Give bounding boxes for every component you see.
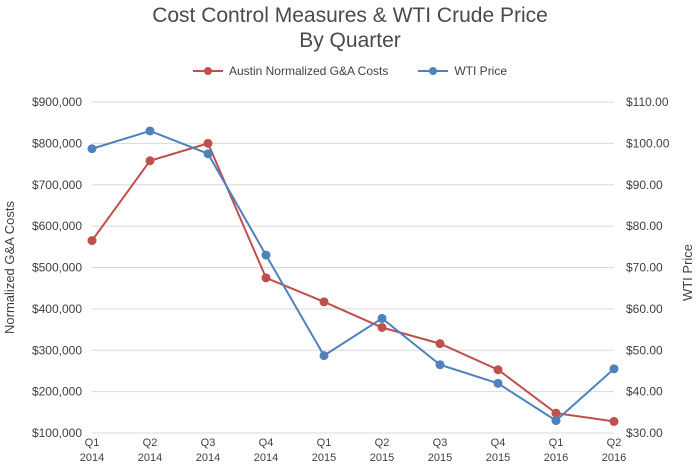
data-point-costs [493,365,503,375]
data-point-costs [261,273,271,283]
x-tick-year: 2015 [312,452,336,464]
data-point-wti [435,360,445,370]
y-tick-label: $500,000 [32,261,82,275]
data-point-wti [203,149,213,159]
data-point-costs [609,416,619,426]
x-tick-quarter: Q3 [201,437,216,449]
x-tick-year: 2014 [254,452,278,464]
y-tick-label: $900,000 [32,95,82,109]
x-tick-year: 2015 [370,452,394,464]
data-point-wti [609,364,619,374]
y-tick-label: $700,000 [32,178,82,192]
y-tick-label: $200,000 [32,385,82,399]
data-point-wti [261,250,271,260]
data-point-wti [87,144,97,154]
x-tick-year: 2014 [80,452,104,464]
data-point-wti [319,351,329,361]
x-tick-year: 2014 [138,452,162,464]
x-tick-year: 2015 [486,452,510,464]
legend-marker-costs [192,67,223,75]
y2-tick-label: $40.00 [626,385,663,399]
legend-label-wti: WTI Price [454,64,508,78]
y2-tick-label: $70.00 [626,261,663,275]
y2-axis-label: WTI Price [680,244,695,301]
chart-subtitle: By Quarter [299,29,401,52]
legend-marker-wti [418,67,449,75]
y2-tick-label: $100.00 [626,136,670,150]
y2-tick-label: $90.00 [626,178,663,192]
legend-label-costs: Austin Normalized G&A Costs [228,64,389,78]
chart-title: Cost Control Measures & WTI Crude Price [152,4,548,27]
y-tick-label: $600,000 [32,219,82,233]
y2-tick-label: $60.00 [626,302,663,316]
y2-tick-label: $50.00 [626,343,663,357]
legend-item-costs: Austin Normalized G&A Costs [192,64,389,78]
x-tick-quarter: Q1 [85,437,100,449]
x-tick-quarter: Q2 [143,437,158,449]
y-axis-label: Normalized G&A Costs [2,201,17,334]
series-line-wti [91,129,615,422]
x-tick-quarter: Q2 [607,437,622,449]
x-tick-quarter: Q4 [491,437,506,449]
data-point-wti [551,416,561,426]
series-line-costs [91,142,615,423]
data-point-wti [377,313,387,323]
data-point-costs [319,297,329,307]
y2-tick-label: $110.00 [626,95,669,109]
data-point-costs [435,339,445,349]
x-tick-year: 2014 [196,452,220,464]
x-tick-year: 2016 [602,452,626,464]
data-point-costs [87,236,97,246]
data-point-wti [493,378,503,388]
y-tick-label: $300,000 [32,343,82,357]
data-point-costs [377,322,387,332]
y2-tick-label: $80.00 [626,219,663,233]
x-tick-year: 2016 [544,452,568,464]
x-tick-quarter: Q1 [317,437,332,449]
y-tick-label: $400,000 [32,302,82,316]
x-tick-quarter: Q3 [433,437,448,449]
x-tick-quarter: Q1 [549,437,564,449]
y2-tick-label: $30.00 [626,426,663,440]
data-point-costs [551,408,561,418]
data-point-wti [145,126,155,136]
data-point-costs [145,156,155,166]
x-tick-year: 2015 [428,452,452,464]
x-tick-quarter: Q2 [375,437,390,449]
y-tick-label: $800,000 [32,136,82,150]
data-point-costs [203,138,213,148]
legend: Austin Normalized G&A Costs WTI Price [0,64,700,78]
y-tick-label: $100,000 [32,426,82,440]
x-tick-quarter: Q4 [259,437,274,449]
legend-item-wti: WTI Price [418,64,507,78]
